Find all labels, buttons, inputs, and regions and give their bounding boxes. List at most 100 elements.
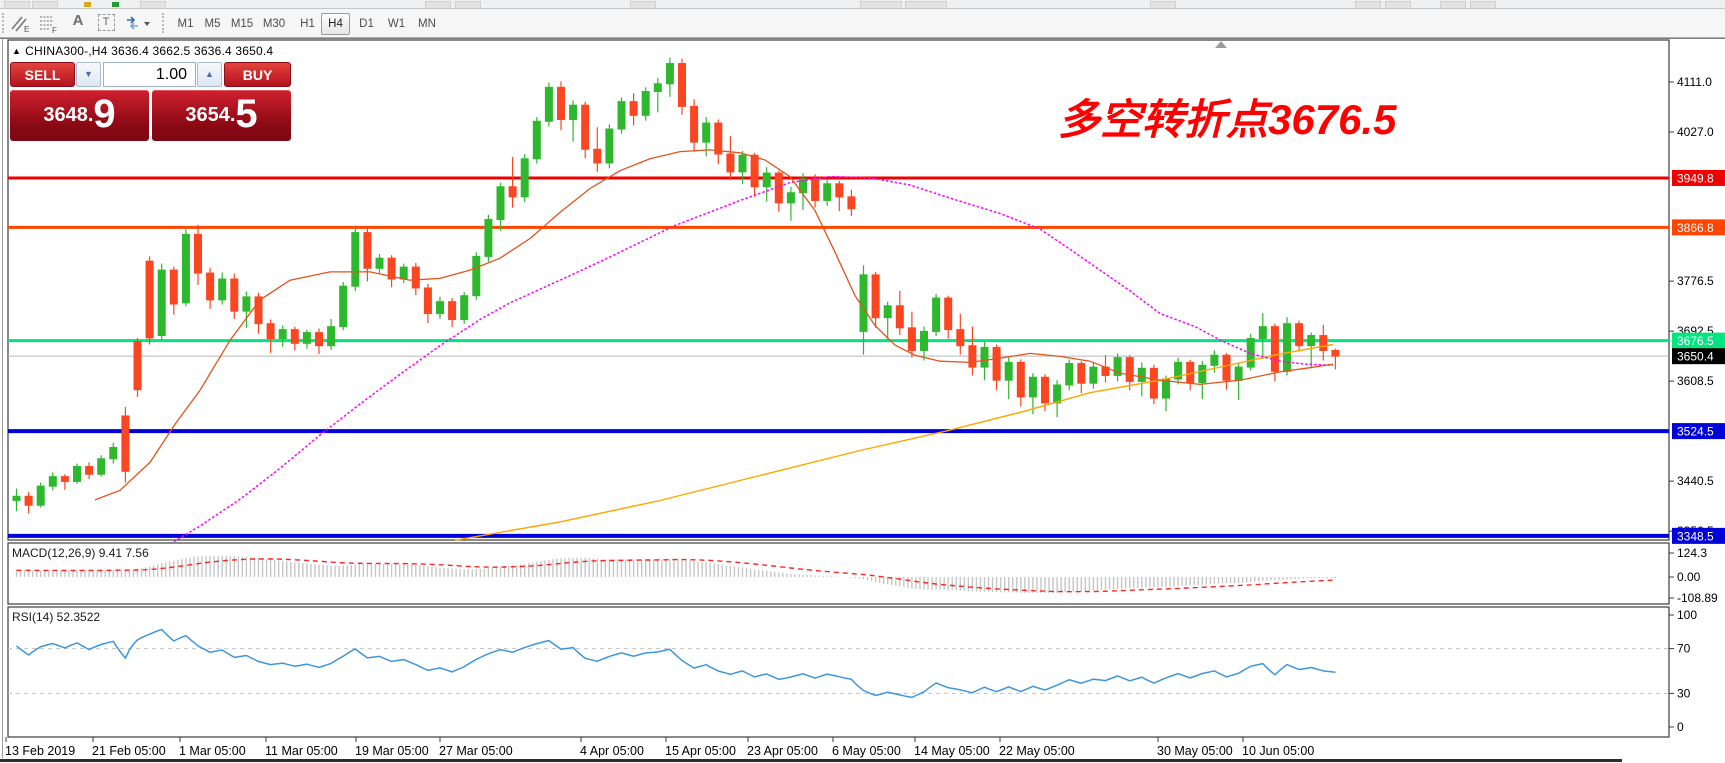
- candle-body: [811, 178, 820, 201]
- candle-body: [569, 104, 578, 121]
- candle-body: [508, 186, 517, 198]
- clipped-button[interactable]: [4, 1, 30, 8]
- tab-timeframe-m5[interactable]: M5: [204, 18, 221, 30]
- candle-body: [617, 101, 626, 130]
- date-axis-label: 27 Mar 05:00: [439, 744, 513, 758]
- date-axis-label: 30 May 05:00: [1157, 744, 1233, 758]
- candle-body: [423, 287, 432, 315]
- candle-body: [665, 63, 674, 85]
- clipped-button[interactable]: [1355, 1, 1381, 8]
- candle-body: [520, 158, 529, 198]
- price-axis-label: 3440.5: [1677, 474, 1714, 488]
- candle-body: [1028, 376, 1037, 398]
- sell-button[interactable]: SELL: [10, 62, 75, 87]
- rsi-panel-border: [7, 606, 1670, 738]
- candle-body: [883, 305, 892, 319]
- tab-timeframe-h1[interactable]: H1: [300, 18, 315, 30]
- tab-timeframe-h4[interactable]: H4: [321, 13, 350, 35]
- candle-body: [363, 232, 372, 269]
- macd-axis-label: 124.3: [1677, 546, 1707, 560]
- candle-body: [60, 476, 69, 482]
- date-axis-label: 6 May 05:00: [832, 744, 901, 758]
- chart-text-annotation[interactable]: 多空转折点3676.5: [1058, 96, 1397, 143]
- toolbar-grip[interactable]: [162, 13, 167, 33]
- clipped-button[interactable]: [1385, 1, 1411, 8]
- tab-timeframe-d1[interactable]: D1: [359, 18, 374, 30]
- candle-body: [702, 122, 711, 143]
- candle-body: [1210, 354, 1219, 366]
- candle-body: [97, 458, 106, 475]
- rsi-axis-label: 100: [1677, 608, 1697, 622]
- chart-toolbar: E F A T M1 M5 M15 M30 H1 H4 D1 W1 MN: [0, 9, 1725, 38]
- ask-price-main: 3654: [185, 104, 230, 126]
- tab-timeframe-m30[interactable]: M30: [262, 18, 286, 30]
- new-order-icon[interactable]: [84, 2, 91, 7]
- candle-body: [653, 83, 662, 93]
- clipped-button[interactable]: [140, 1, 166, 8]
- candle-body: [1295, 323, 1304, 347]
- macd-axis-label: -108.89: [1677, 591, 1718, 605]
- fibonacci-retracement-icon[interactable]: F: [36, 12, 60, 35]
- text-tool-icon[interactable]: A: [72, 12, 84, 29]
- candle-body: [1065, 363, 1074, 386]
- equidistant-channel-icon[interactable]: E: [8, 12, 32, 34]
- clipped-button[interactable]: [1150, 1, 1176, 8]
- candle-body: [242, 296, 251, 312]
- date-axis-label: 23 Apr 05:00: [747, 744, 818, 758]
- ask-quote-button[interactable]: 3654.5: [152, 90, 291, 141]
- price-axis-label: 3776.5: [1677, 274, 1714, 288]
- candle-body: [992, 346, 1001, 381]
- volume-input[interactable]: 1.00: [103, 62, 196, 87]
- date-axis-label: 19 Mar 05:00: [355, 744, 429, 758]
- candle-body: [169, 269, 178, 305]
- buy-button[interactable]: BUY: [224, 62, 291, 87]
- collapse-quote-icon[interactable]: ▲: [12, 46, 22, 56]
- candle-body: [1246, 338, 1255, 368]
- candle-body: [968, 345, 977, 368]
- date-axis-label: 14 May 05:00: [914, 744, 990, 758]
- candle-body: [629, 101, 638, 116]
- tab-timeframe-mn[interactable]: MN: [418, 18, 436, 30]
- level-price-label-box: [1672, 332, 1725, 349]
- candle-body: [1125, 357, 1134, 382]
- date-axis-label: 4 Apr 05:00: [580, 744, 644, 758]
- candle-body: [266, 323, 275, 340]
- clipped-button[interactable]: [425, 1, 451, 8]
- clipped-button[interactable]: [1470, 1, 1496, 8]
- toolbar-grip[interactable]: [2, 13, 7, 33]
- tab-timeframe-m15[interactable]: M15: [230, 18, 254, 30]
- volume-increase-button[interactable]: ▲: [197, 62, 222, 87]
- tab-timeframe-w1[interactable]: W1: [387, 18, 406, 30]
- autotrading-icon[interactable]: [112, 2, 119, 7]
- candle-body: [823, 183, 832, 201]
- candle-body: [230, 278, 239, 312]
- candle-body: [907, 327, 916, 351]
- tab-timeframe-m1[interactable]: M1: [177, 18, 194, 30]
- candle-body: [448, 301, 457, 320]
- clipped-button[interactable]: [1440, 1, 1466, 8]
- bid-quote-button[interactable]: 3648.9: [10, 90, 149, 141]
- clipped-button[interactable]: [630, 1, 656, 8]
- candle-body: [315, 332, 323, 347]
- volume-decrease-button[interactable]: ▼: [76, 62, 101, 87]
- macd-panel-border: [7, 542, 1670, 605]
- clipped-button[interactable]: [860, 1, 902, 8]
- level-price-label: 3348.5: [1677, 529, 1714, 543]
- ma-mid-line: [169, 175, 1334, 545]
- candle-body: [956, 329, 965, 347]
- candle-body: [1234, 366, 1243, 381]
- candle-body: [496, 186, 505, 220]
- clipped-button[interactable]: [32, 1, 58, 8]
- arrows-tool-icon[interactable]: [122, 12, 154, 34]
- candle-body: [109, 446, 118, 460]
- text-label-tool-icon[interactable]: T: [94, 12, 118, 34]
- rsi-axis-label: 70: [1677, 642, 1691, 656]
- current-price-label: 3650.4: [1677, 350, 1714, 364]
- candle-body: [375, 257, 384, 269]
- clipped-button[interactable]: [905, 1, 947, 8]
- clipped-button[interactable]: [455, 1, 481, 8]
- symbol-header[interactable]: ▲ CHINA300-,H4 3636.4 3662.5 3636.4 3650.…: [12, 44, 273, 58]
- candle-body: [678, 63, 686, 107]
- level-price-label: 3676.5: [1677, 334, 1714, 348]
